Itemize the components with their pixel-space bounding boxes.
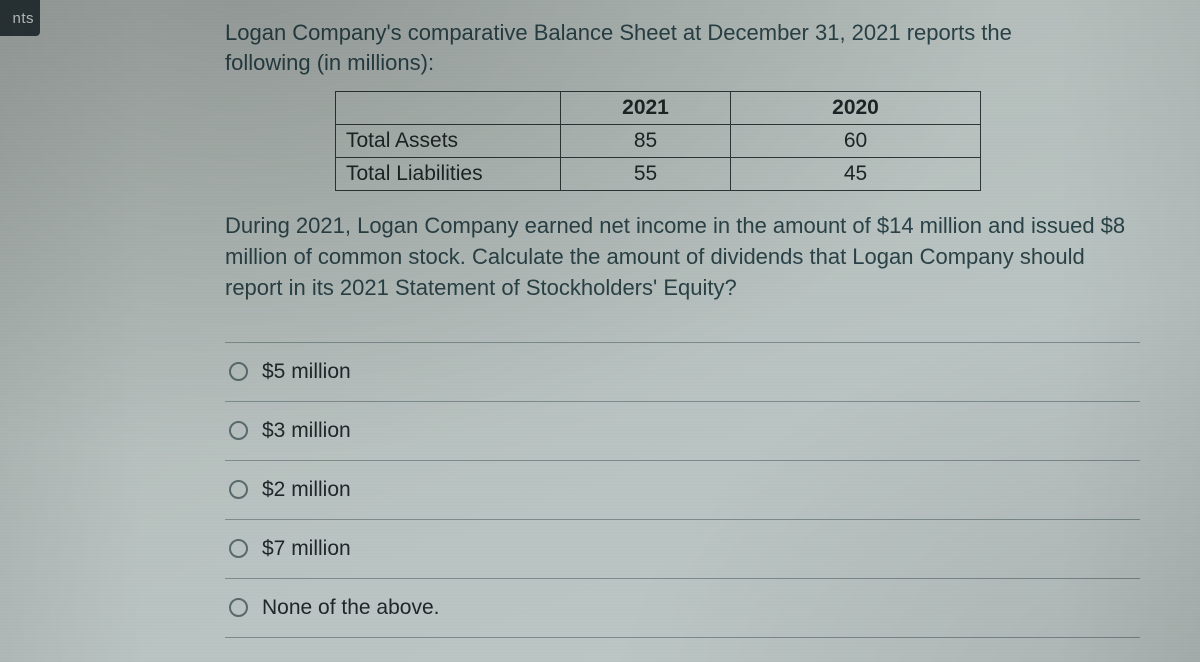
option-label: $5 million [262,360,351,384]
option-label: None of the above. [262,596,439,620]
sidebar-fragment: nts [0,0,40,36]
cell-assets-2020: 60 [731,125,981,158]
option-label: $7 million [262,537,351,561]
question-panel: Logan Company's comparative Balance Shee… [135,0,1200,662]
option-3-million[interactable]: $3 million [225,402,1140,461]
cell-liab-2020: 45 [731,158,981,191]
question-body: During 2021, Logan Company earned net in… [225,211,1140,303]
answer-options: $5 million $3 million $2 million $7 mill… [225,342,1140,638]
cell-liab-2021: 55 [561,158,731,191]
intro-line-2: following (in millions): [225,50,434,75]
radio-icon[interactable] [229,598,248,617]
question-intro: Logan Company's comparative Balance Shee… [225,18,1125,77]
table-header-2020: 2020 [731,92,981,125]
option-none[interactable]: None of the above. [225,579,1140,638]
table-header-row: 2021 2020 [336,92,981,125]
cell-assets-2021: 85 [561,125,731,158]
row-label-total-liabilities: Total Liabilities [336,158,561,191]
option-label: $3 million [262,419,351,443]
table-row: Total Liabilities 55 45 [336,158,981,191]
balance-sheet-table: 2021 2020 Total Assets 85 60 Total Liabi… [335,91,981,191]
table-header-blank [336,92,561,125]
option-2-million[interactable]: $2 million [225,461,1140,520]
option-label: $2 million [262,478,351,502]
intro-line-1: Logan Company's comparative Balance Shee… [225,20,1012,45]
radio-icon[interactable] [229,539,248,558]
table-row: Total Assets 85 60 [336,125,981,158]
row-label-total-assets: Total Assets [336,125,561,158]
radio-icon[interactable] [229,421,248,440]
option-7-million[interactable]: $7 million [225,520,1140,579]
option-5-million[interactable]: $5 million [225,343,1140,402]
radio-icon[interactable] [229,362,248,381]
radio-icon[interactable] [229,480,248,499]
table-header-2021: 2021 [561,92,731,125]
